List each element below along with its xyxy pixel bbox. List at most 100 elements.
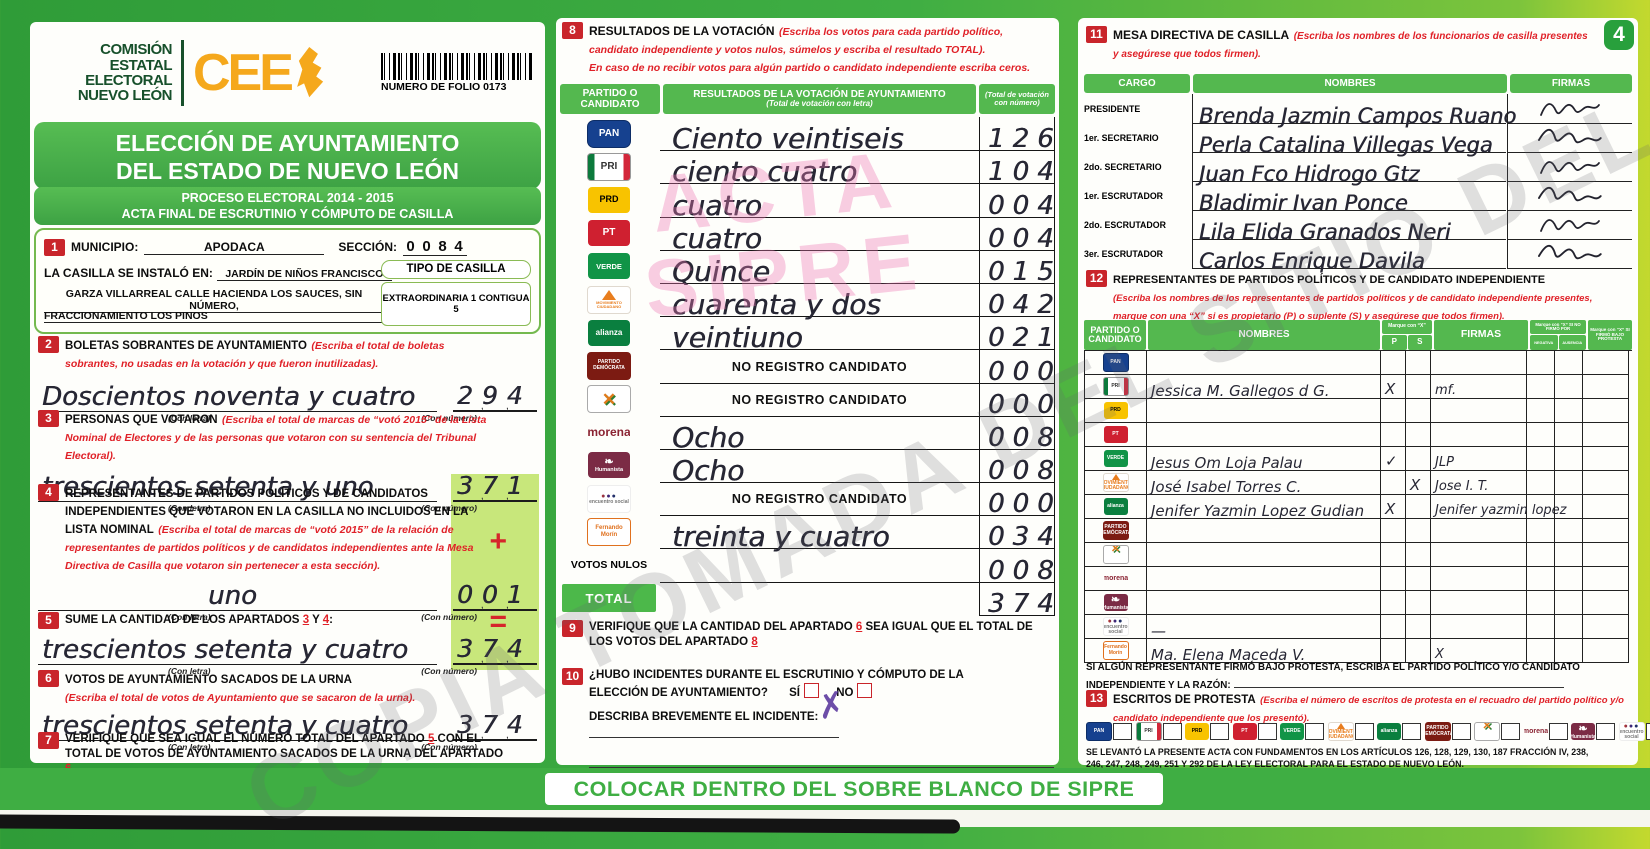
votes-in-words-cell: cuatro (660, 183, 979, 217)
org-line: ELECTORAL (40, 73, 172, 88)
section-2-title: BOLETAS SOBRANTES DE AYUNTAMIENTO (65, 340, 307, 352)
ausencia-cell (1555, 447, 1583, 471)
rep-nombre: Jesus Om Loja Palau (1151, 454, 1303, 472)
protesta-party-item: PRD (1185, 723, 1229, 740)
seccion-digit: 4 (451, 238, 467, 256)
col-nofirmo-group: Marque con “X” SI NO FIRMÓ POR NEGATIVA … (1530, 320, 1586, 350)
results-row: VOTOS NULOS 008 (560, 548, 1055, 581)
rep-nombre-cell: — (1147, 615, 1381, 639)
col-resultados-sub: (Total de votación con letra) (663, 100, 976, 109)
protesta-cell (1583, 615, 1629, 639)
votes-in-words-cell: Ocho (660, 449, 979, 483)
representante-row: MOVIMIENTO CIUDADANO José Isabel Torres … (1085, 471, 1632, 495)
sobre-blanco-instruction: COLOCAR DENTRO DEL SOBRE BLANCO DE SIPRE (545, 773, 1163, 805)
rep-p-cell (1381, 471, 1406, 495)
rep-firma-cell (1431, 567, 1527, 591)
col-rep-nombres: NOMBRES (1148, 320, 1380, 350)
section-1-badge: 1 (44, 239, 65, 256)
section-9-text1: VERIFIQUE QUE LA CANTIDAD DEL APARTADO (589, 621, 853, 633)
representante-row: PT (1085, 423, 1632, 447)
equals-sign: = (489, 607, 507, 637)
negativa-cell (1527, 519, 1555, 543)
rep-p-cell: X (1381, 495, 1406, 519)
incidentes-question-line1: ¿HUBO INCIDENTES DURANTE EL ESCRUTINIO Y… (589, 669, 964, 681)
rep-firma-cell (1431, 615, 1527, 639)
results-row: TOTAL 374 (560, 582, 1055, 615)
party-logo: VERDE (588, 253, 630, 279)
votes-in-words-cell: Quince (660, 250, 979, 284)
section-6-badge: 6 (38, 670, 59, 687)
rep-firma: Jose I. T. (1435, 479, 1488, 494)
section-13-header: 13 ESCRITOS DE PROTESTA (Escriba el núme… (1086, 690, 1626, 726)
rep-p-cell (1381, 351, 1406, 375)
votes-in-words-cell: Ciento veintiseis (660, 117, 979, 151)
col-p: P (1382, 335, 1407, 350)
rep-party-logo-cell: morena (1085, 567, 1147, 591)
rep-party-logo-cell: alianza (1085, 495, 1147, 519)
party-logo-cell: PT (560, 217, 658, 250)
party-logo: MOVIMIENTO CIUDADANO (1328, 722, 1354, 741)
protesta-cell (1583, 447, 1629, 471)
protesta-cell (1583, 567, 1629, 591)
section-11-badge: 11 (1086, 26, 1107, 43)
party-logo-cell: VOTOS NULOS (560, 548, 658, 581)
rep-firma-cell (1431, 519, 1527, 543)
party-logo: PT (588, 220, 630, 246)
y-label: Y (312, 614, 319, 626)
protesta-note-line1: SI ALGÚN REPRESENTANTE FIRMÓ BAJO PROTES… (1086, 662, 1580, 673)
rep-p-cell: X (1381, 375, 1406, 399)
mesa-row: PRESIDENTE Brenda Jazmin Campos Ruano (1084, 94, 1632, 123)
rep-p-cell: ✓ (1381, 447, 1406, 471)
protesta-cell (1583, 495, 1629, 519)
party-logo: morena (588, 419, 630, 445)
votes-in-words-cell: NO REGISTRO CANDIDATO (660, 482, 979, 516)
firma-cell (1507, 94, 1632, 124)
org-line: NUEVO LEÓN (40, 88, 172, 103)
rep-nombre-cell: Jenifer Yazmin Lopez Gudian (1147, 495, 1381, 519)
signature-scribble (1535, 121, 1605, 153)
plus-sign: + (489, 527, 507, 557)
rep-p-cell (1381, 543, 1406, 567)
party-logo-cell: MOVIMIENTO CIUDADANO (560, 283, 658, 316)
party-logo: MOVIMIENTO CIUDADANO (587, 286, 631, 314)
rep-party-logo-cell: PRD (1085, 399, 1147, 423)
section-13-title: ESCRITOS DE PROTESTA (1113, 694, 1256, 706)
nuevo-leon-state-icon (293, 47, 329, 99)
ref-8: 8 (751, 636, 757, 648)
instalado-label: LA CASILLA SE INSTALÓ EN: (44, 266, 213, 280)
barcode (381, 53, 533, 80)
rep-s-cell (1406, 399, 1431, 423)
rep-party-logo-cell: PT (1085, 423, 1147, 447)
section-13-badge: 13 (1086, 690, 1107, 707)
rep-firma: mf. (1435, 383, 1456, 398)
mesa-directiva-table: CARGO NOMBRES FIRMAS PRESIDENTE Brenda J… (1084, 74, 1632, 268)
section-7-text1: VERIFIQUE QUE SEA IGUAL EL NÚMERO TOTAL … (65, 733, 425, 745)
election-subtitle: PROCESO ELECTORAL 2014 - 2015 ACTA FINAL… (34, 187, 541, 225)
write-line (38, 610, 437, 611)
section-5-badge: 5 (38, 612, 59, 629)
representantes-letra: uno (208, 581, 257, 611)
party-logo-cell: Humanista (560, 449, 658, 482)
rep-nombre-cell (1147, 543, 1381, 567)
party-logo-cell: PRD (560, 183, 658, 216)
ref-5: 5 (428, 733, 434, 745)
firmas-panel: 4 11 MESA DIRECTIVA DE CASILLA (Escriba … (1078, 18, 1638, 765)
firma-cell (1507, 239, 1632, 269)
col-firmas: FIRMAS (1510, 74, 1632, 93)
rep-s-cell (1406, 423, 1431, 447)
rep-s-cell (1406, 567, 1431, 591)
rep-s-cell (1406, 519, 1431, 543)
ausencia-cell (1555, 615, 1583, 639)
negativa-cell (1527, 615, 1555, 639)
suma-letra: trescientos setenta y cuatro (42, 635, 408, 665)
protesta-cell (1583, 423, 1629, 447)
party-logo: VOTOS NULOS (564, 552, 654, 578)
party-logo: Fernando Morín (587, 518, 631, 546)
negativa-cell (1527, 351, 1555, 375)
party-logo: alianza (588, 320, 630, 346)
nombre-cell: Perla Catalina Villegas Vega (1192, 123, 1506, 153)
ausencia-cell (1555, 567, 1583, 591)
ausencia-cell (1555, 495, 1583, 519)
party-logo: CRUZADA CIUDADANA (587, 385, 631, 413)
section-4-representantes-votaron: 4 REPRESENTANTES DE PARTIDOS POLÍTICOS Y… (38, 484, 537, 622)
